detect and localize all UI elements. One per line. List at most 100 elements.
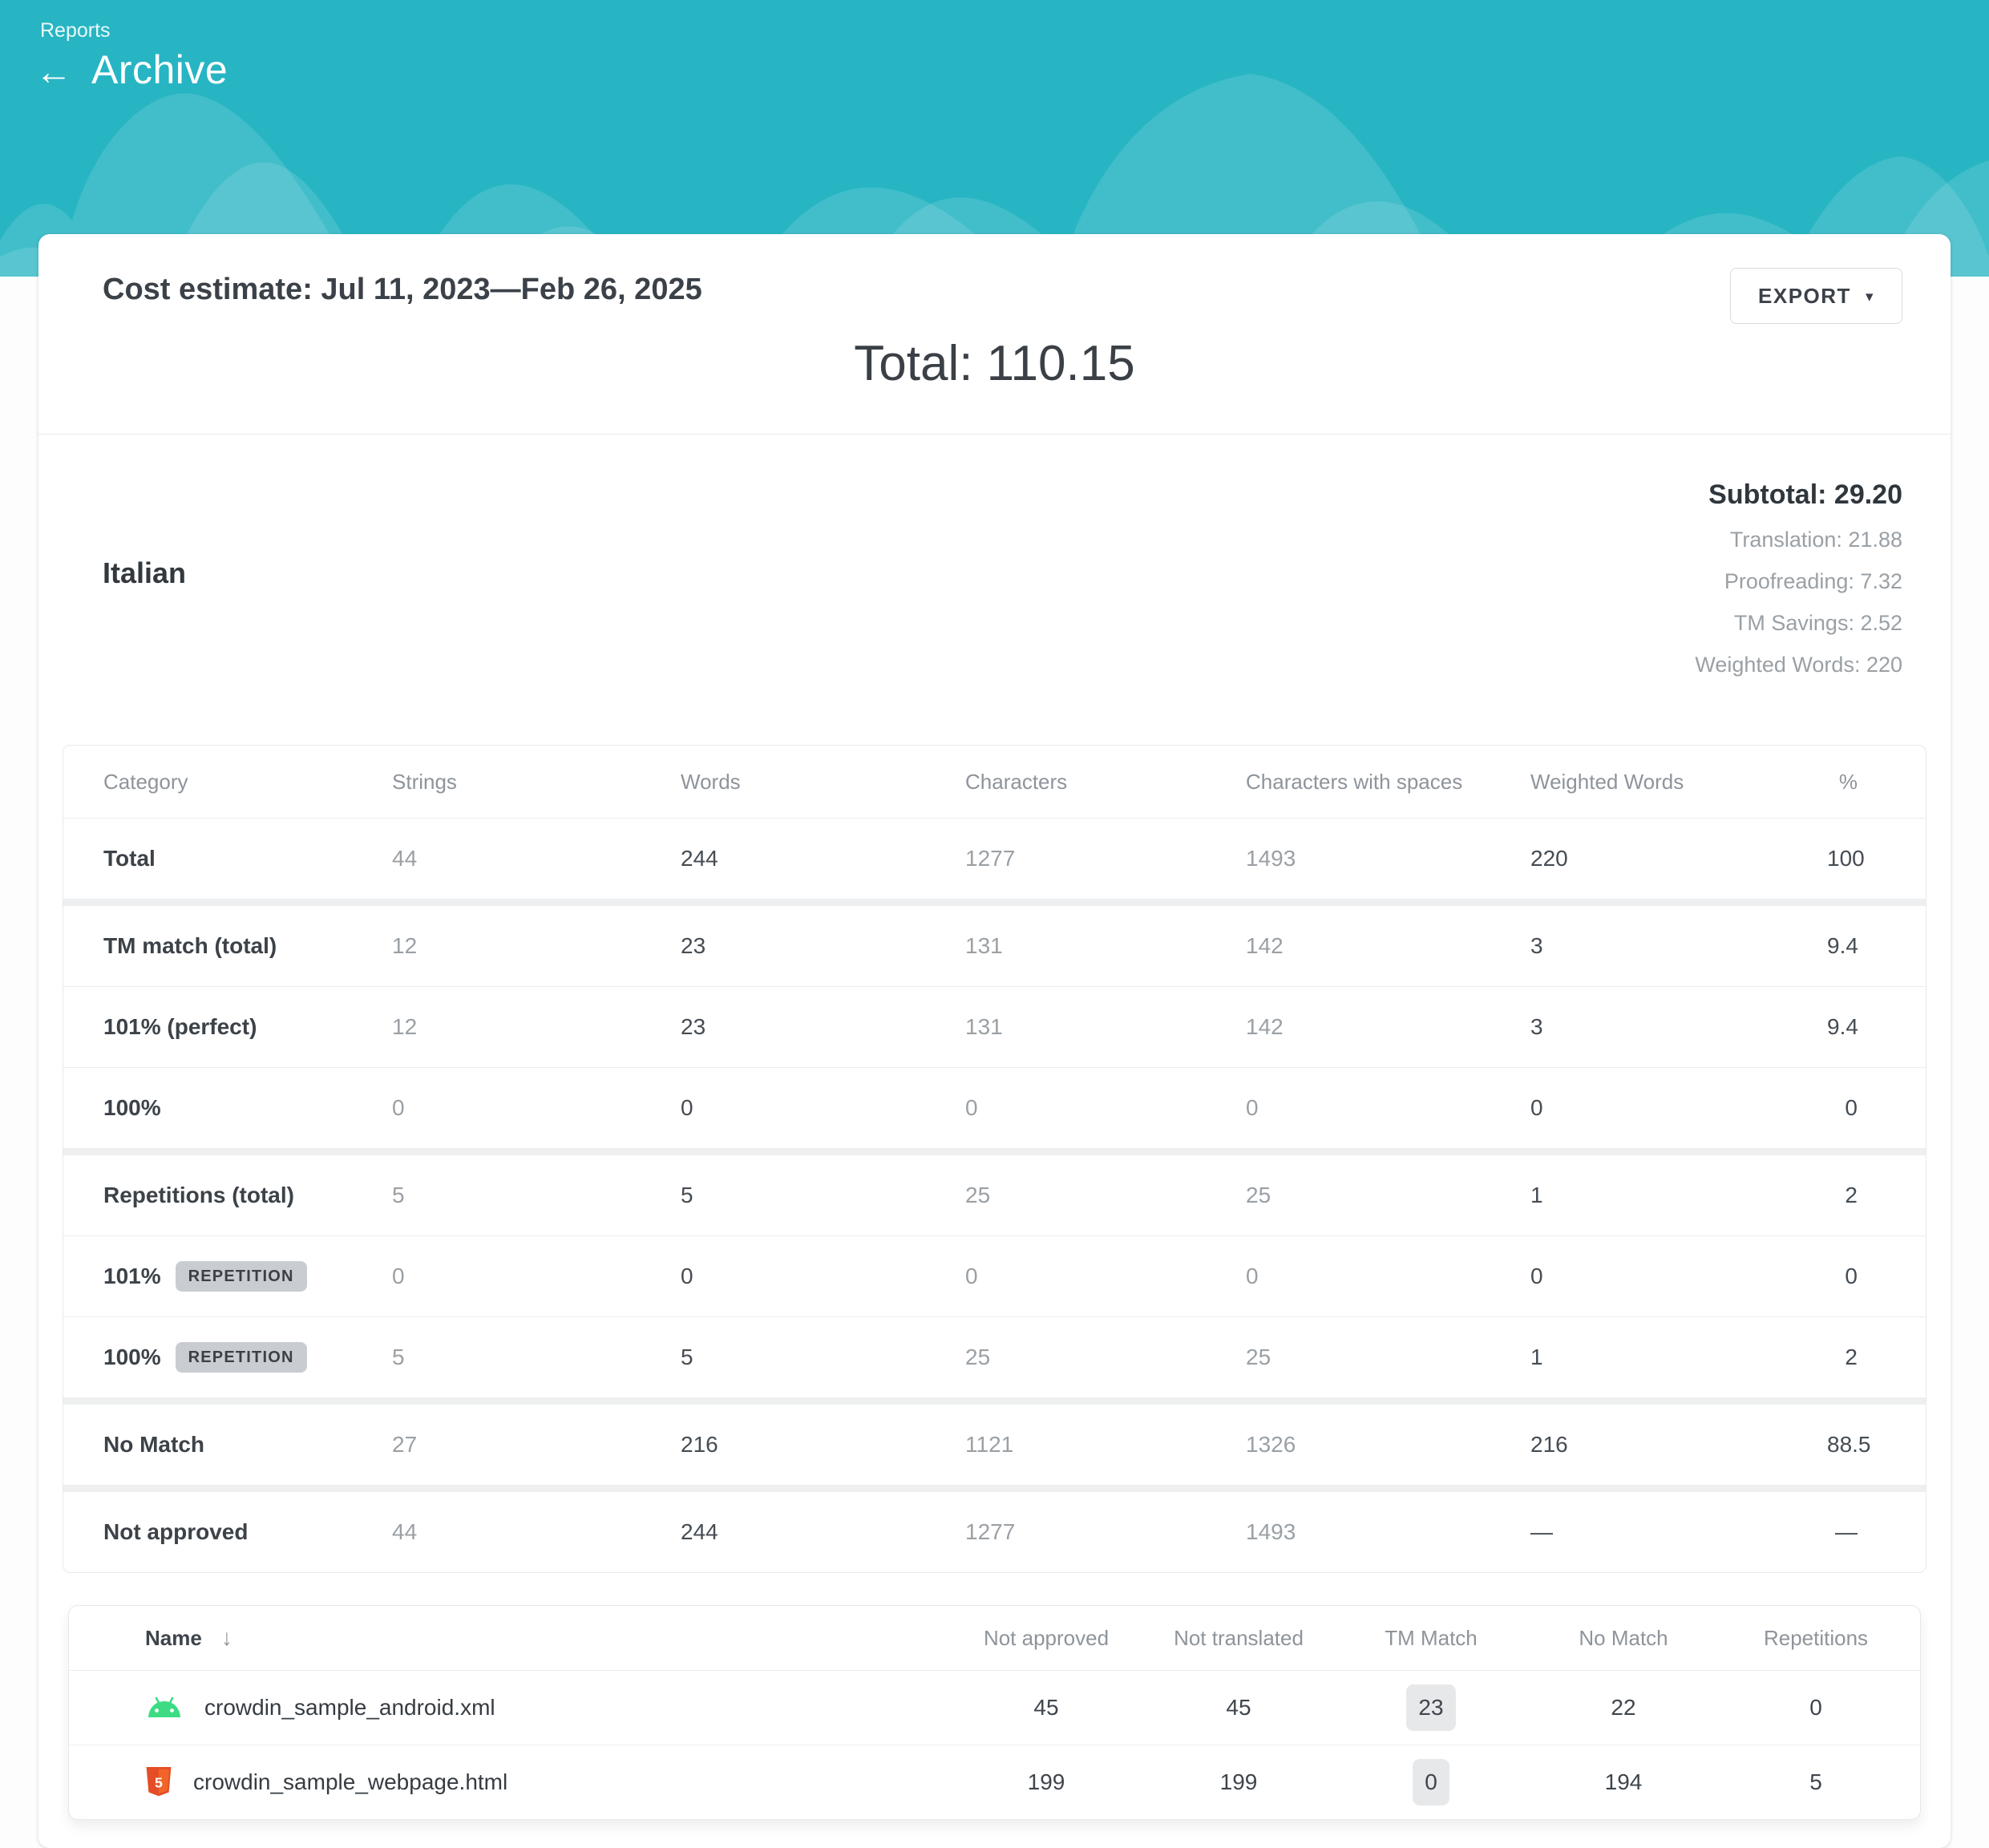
category-cell-value: 216 bbox=[1530, 1432, 1568, 1457]
category-label-text: 101% (perfect) bbox=[103, 1014, 257, 1039]
category-cell-value: 25 bbox=[1246, 1345, 1271, 1369]
files-column-header-name[interactable]: Name ↓ bbox=[145, 1625, 950, 1651]
group-divider bbox=[63, 899, 1926, 906]
export-button[interactable]: EXPORT ▾ bbox=[1730, 268, 1902, 324]
breadcrumb[interactable]: Reports bbox=[40, 19, 111, 42]
category-label-text: No Match bbox=[103, 1432, 204, 1457]
category-label-text: Total bbox=[103, 846, 156, 871]
files-column-header: Repetitions bbox=[1763, 1625, 1869, 1650]
category-label-text: 101% bbox=[103, 1264, 161, 1288]
category-column-header: Strings bbox=[392, 769, 457, 794]
category-cell-value: 244 bbox=[681, 1519, 718, 1544]
subtotal-detail-line: Translation: 21.88 bbox=[1729, 528, 1902, 552]
category-cell-value: 1121 bbox=[965, 1432, 1014, 1457]
subtotal-details: Translation: 21.88 Proofreading: 7.32 TM S… bbox=[1695, 528, 1902, 677]
report-title: Cost estimate: Jul 11, 2023—Feb 26, 2025 bbox=[103, 273, 702, 306]
category-column-header: Characters with spaces bbox=[1246, 769, 1463, 794]
category-cell-value: 0 bbox=[965, 1264, 978, 1288]
category-label-text: 100% bbox=[103, 1345, 161, 1369]
category-row-label: 100% bbox=[103, 1095, 392, 1121]
subtotal-detail-line: Proofreading: 7.32 bbox=[1724, 569, 1902, 593]
subtotal-detail-line: Weighted Words: 220 bbox=[1695, 653, 1902, 677]
row-divider bbox=[63, 1316, 1926, 1317]
category-cell-value: 44 bbox=[392, 846, 418, 871]
files-column-header: No Match bbox=[1579, 1625, 1668, 1650]
report-total: Total: 110.15 bbox=[854, 336, 1135, 391]
category-column-header: Category bbox=[103, 769, 188, 794]
category-cell-value: 1277 bbox=[965, 1519, 1016, 1544]
files-name-header-label: Name bbox=[145, 1625, 202, 1650]
file-row: crowdin_sample_android.xml 45 45 23 22 0 bbox=[69, 1671, 1920, 1745]
category-table-row: 101% REPETITION 0 0 0 0 0 0 bbox=[63, 1236, 1926, 1316]
files-column-header: Not translated bbox=[1174, 1625, 1304, 1650]
category-cell-value: 9.4 bbox=[1827, 933, 1858, 958]
category-cell-value: 0 bbox=[1246, 1095, 1259, 1120]
category-cell-value: 1493 bbox=[1246, 1519, 1296, 1544]
files-table: Name ↓ Not approved Not translated TM Match N… bbox=[68, 1605, 1921, 1820]
category-cell-value: 0 bbox=[1530, 1264, 1543, 1288]
category-table-row: Repetitions (total) 5 5 25 25 1 2 bbox=[63, 1155, 1926, 1235]
category-cell-value: 1326 bbox=[1246, 1432, 1296, 1457]
category-cell-value: 0 bbox=[681, 1095, 693, 1120]
files-column-header: TM Match bbox=[1385, 1625, 1478, 1650]
category-column-header: % bbox=[1838, 769, 1858, 794]
category-table-row: 101% (perfect) 12 23 131 142 3 9.4 bbox=[63, 987, 1926, 1067]
category-cell-value: 27 bbox=[392, 1432, 418, 1457]
page-title[interactable]: Archive bbox=[91, 47, 228, 92]
category-cell-value: 0 bbox=[392, 1264, 405, 1288]
category-cell-value: 2 bbox=[1845, 1345, 1858, 1369]
subtotal-detail-line: TM Savings: 2.52 bbox=[1733, 611, 1902, 635]
category-cell-value: 1277 bbox=[965, 846, 1016, 871]
category-cell-value: — bbox=[1530, 1519, 1553, 1544]
category-column-header: Weighted Words bbox=[1530, 769, 1684, 794]
report-card: Cost estimate: Jul 11, 2023—Feb 26, 2025… bbox=[38, 234, 1951, 1848]
file-cell-value: 0 bbox=[1335, 1759, 1527, 1806]
category-cell-value: 3 bbox=[1530, 933, 1543, 958]
file-cell-value: 0 bbox=[1809, 1695, 1822, 1720]
category-cell-value: 9.4 bbox=[1827, 1014, 1858, 1039]
category-cell-value: 23 bbox=[681, 1014, 706, 1039]
category-cell-value: 1 bbox=[1530, 1345, 1543, 1369]
category-row-label: Not approved bbox=[103, 1519, 392, 1545]
category-cell-value: 142 bbox=[1246, 1014, 1284, 1039]
category-cell-value: 5 bbox=[392, 1345, 405, 1369]
category-cell-value: 25 bbox=[965, 1183, 991, 1207]
category-table-row: Not approved 44 244 1277 1493 — — bbox=[63, 1492, 1926, 1572]
category-row-label: 101% (perfect) bbox=[103, 1014, 392, 1040]
category-row-label: Repetitions (total) bbox=[103, 1183, 392, 1208]
category-cell-value: 0 bbox=[1530, 1095, 1543, 1120]
category-column-header: Words bbox=[681, 769, 741, 794]
files-column-header: Not approved bbox=[983, 1625, 1110, 1650]
chevron-down-icon: ▾ bbox=[1865, 289, 1874, 305]
category-table-row: 100% 0 0 0 0 0 0 bbox=[63, 1068, 1926, 1148]
row-divider bbox=[63, 1067, 1926, 1068]
repetition-badge: REPETITION bbox=[175, 1342, 307, 1373]
file-cell-value: 45 bbox=[1033, 1695, 1059, 1720]
category-row-label: No Match bbox=[103, 1432, 392, 1458]
category-cell-value: 5 bbox=[392, 1183, 405, 1207]
android-icon bbox=[148, 1696, 180, 1717]
category-cell-value: 5 bbox=[681, 1345, 693, 1369]
file-name[interactable]: crowdin_sample_android.xml bbox=[145, 1695, 950, 1721]
file-cell-value: 45 bbox=[1226, 1695, 1251, 1720]
category-table-row: 100% REPETITION 5 5 25 25 1 2 bbox=[63, 1317, 1926, 1397]
category-cell-value: 3 bbox=[1530, 1014, 1543, 1039]
category-table-row: TM match (total) 12 23 131 142 3 9.4 bbox=[63, 906, 1926, 986]
category-cell-value: 2 bbox=[1845, 1183, 1858, 1207]
back-arrow-icon[interactable]: ← bbox=[35, 51, 72, 92]
group-divider bbox=[63, 1148, 1926, 1155]
category-cell-value: 216 bbox=[681, 1432, 718, 1457]
section-divider bbox=[38, 434, 1951, 435]
file-name[interactable]: 5 crowdin_sample_webpage.html bbox=[145, 1767, 950, 1797]
file-cell-value: 22 bbox=[1611, 1695, 1636, 1720]
sort-descending-icon: ↓ bbox=[220, 1625, 232, 1650]
category-row-label: 100% REPETITION bbox=[103, 1342, 392, 1373]
category-cell-value: 12 bbox=[392, 933, 418, 958]
category-cell-value: 0 bbox=[681, 1264, 693, 1288]
tm-match-pill: 0 bbox=[1413, 1759, 1449, 1806]
file-cell-value: 194 bbox=[1604, 1769, 1643, 1794]
category-cell-value: 23 bbox=[681, 933, 706, 958]
language-subtotal: Subtotal: 29.20 bbox=[1708, 479, 1902, 510]
svg-text:5: 5 bbox=[155, 1775, 163, 1791]
group-divider bbox=[63, 1397, 1926, 1405]
